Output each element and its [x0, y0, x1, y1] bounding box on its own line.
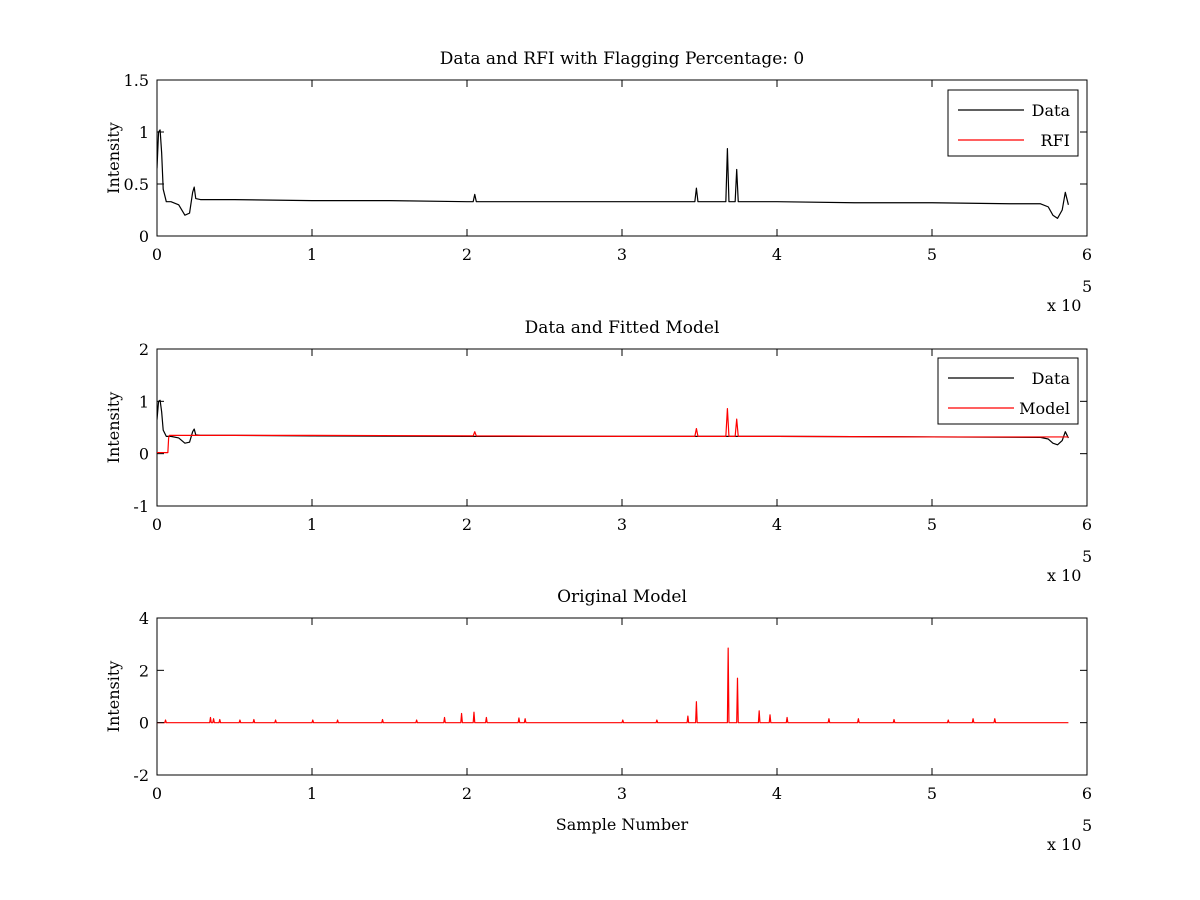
x-tick-label: 5 — [927, 784, 937, 803]
legend-entry-data: Data — [1032, 369, 1071, 388]
y-tick-label: -1 — [133, 497, 149, 516]
x-exponent-power: 5 — [1082, 277, 1092, 296]
y-tick-label: 0.5 — [124, 175, 149, 194]
x-tick-label: 5 — [927, 245, 937, 264]
x-exponent-power: 5 — [1082, 816, 1092, 835]
legend: Data RFI — [947, 89, 1079, 157]
y-axis-label: Intensity — [104, 392, 123, 464]
y-tick-label: 2 — [139, 340, 149, 359]
x-tick-label: 1 — [307, 784, 317, 803]
x-tick-label: 3 — [617, 784, 627, 803]
x-tick-label: 0 — [152, 784, 162, 803]
y-tick-label: 0 — [139, 445, 149, 464]
x-exponent-power: 5 — [1082, 547, 1092, 566]
y-axis-label: Intensity — [104, 661, 123, 733]
legend: Data Model — [937, 357, 1079, 425]
x-tick-label: 4 — [772, 245, 782, 264]
x-tick-label: 5 — [927, 515, 937, 534]
y-tick-label: -2 — [133, 766, 149, 785]
plot-area — [157, 647, 1069, 724]
y-tick-label: 1 — [139, 123, 149, 142]
x-tick-label: 2 — [462, 515, 472, 534]
chart-title: Original Model — [557, 587, 687, 607]
x-tick-label: 6 — [1082, 515, 1092, 534]
series-line-data — [157, 129, 1069, 219]
legend-entry-rfi: RFI — [1041, 131, 1070, 150]
y-axis-label: Intensity — [104, 122, 123, 194]
axes-box — [156, 79, 1088, 237]
series-line-model — [157, 647, 1069, 724]
legend-box — [937, 357, 1079, 425]
x-tick-label: 1 — [307, 245, 317, 264]
x-tick-label: 1 — [307, 515, 317, 534]
y-tick-label: 4 — [139, 609, 149, 628]
x-tick-label: 3 — [617, 515, 627, 534]
legend-entry-data: Data — [1032, 101, 1071, 120]
x-exponent-base: x 10 — [1047, 835, 1081, 854]
y-tick-label: 1.5 — [124, 71, 149, 90]
x-tick-label: 6 — [1082, 784, 1092, 803]
x-tick-label: 2 — [462, 784, 472, 803]
x-tick-label: 4 — [772, 784, 782, 803]
x-tick-label: 6 — [1082, 245, 1092, 264]
plot-area — [157, 129, 1069, 219]
series-line-model — [157, 408, 1069, 454]
x-tick-label: 0 — [152, 515, 162, 534]
x-tick-label: 4 — [772, 515, 782, 534]
x-tick-label: 0 — [152, 245, 162, 264]
y-tick-label: 0 — [139, 714, 149, 733]
axes-box — [156, 617, 1088, 776]
x-tick-label: 3 — [617, 245, 627, 264]
legend-entry-model: Model — [1019, 399, 1070, 418]
plot-area — [157, 399, 1069, 454]
y-tick-label: 0 — [139, 227, 149, 246]
x-exponent-base: x 10 — [1047, 566, 1081, 585]
x-axis-label: Sample Number — [556, 815, 689, 834]
legend-box — [947, 89, 1079, 157]
x-exponent-base: x 10 — [1047, 296, 1081, 315]
chart-title: Data and RFI with Flagging Percentage: 0 — [440, 49, 804, 69]
y-tick-label: 2 — [139, 661, 149, 680]
x-tick-label: 2 — [462, 245, 472, 264]
y-tick-label: 1 — [139, 392, 149, 411]
chart-title: Data and Fitted Model — [525, 318, 720, 338]
